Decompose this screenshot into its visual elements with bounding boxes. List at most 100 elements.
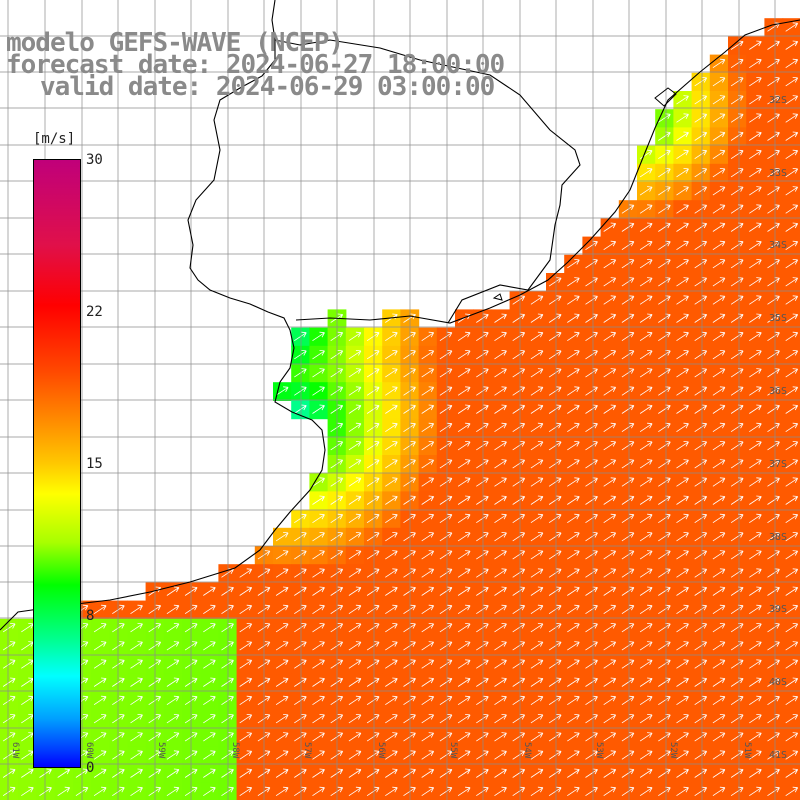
wind-speed-cell [418, 582, 438, 602]
wind-speed-cell [382, 400, 401, 420]
wind-speed-cell [746, 291, 765, 310]
wind-speed-cell [764, 345, 784, 365]
wind-arrow [166, 604, 180, 615]
wind-speed-cell [364, 709, 383, 729]
wind-arrow [239, 677, 253, 687]
wind-speed-cell [709, 709, 729, 729]
wind-speed-cell [673, 236, 693, 256]
wind-speed-cell [473, 673, 492, 693]
wind-speed-cell [655, 418, 674, 438]
wind-arrow [294, 768, 307, 778]
wind-speed-cell [582, 600, 602, 620]
wind-arrow [512, 641, 526, 651]
wind-arrow [366, 641, 380, 651]
wind-speed-cell [491, 728, 511, 747]
wind-arrow [130, 641, 143, 651]
wind-speed-cell [509, 691, 529, 711]
wind-speed-cell [691, 436, 711, 456]
wind-speed-cell [637, 491, 656, 511]
wind-arrow [785, 95, 799, 105]
wind-arrow [749, 604, 762, 615]
wind-speed-cell [637, 200, 656, 219]
wind-speed-cell [582, 382, 602, 401]
wind-arrow [694, 295, 708, 305]
wind-speed-cell [527, 491, 547, 511]
wind-arrow [621, 386, 635, 396]
wind-arrow [476, 550, 489, 560]
wind-speed-cell [655, 291, 674, 310]
wind-speed-cell [509, 309, 529, 329]
wind-speed-cell [127, 728, 147, 747]
wind-arrow [512, 677, 526, 687]
wind-speed-cell [364, 527, 383, 547]
wind-speed-cell [618, 364, 638, 383]
wind-arrow [621, 368, 635, 378]
wind-speed-cell [273, 746, 292, 765]
wind-arrow [749, 186, 762, 196]
wind-speed-cell [764, 327, 784, 347]
wind-arrow [530, 422, 544, 433]
valid-date: valid date: 2024-06-29 03:00:00 [40, 72, 495, 102]
wind-speed-cell [436, 582, 456, 602]
wind-arrow [530, 331, 544, 342]
colorbar-tick-label: 22 [86, 304, 103, 320]
wind-speed-cell [382, 709, 401, 729]
wind-arrow [621, 240, 635, 251]
wind-speed-cell [509, 382, 529, 401]
wind-speed-cell [582, 473, 602, 492]
wind-arrow [694, 240, 708, 251]
wind-speed-cell [527, 509, 547, 529]
wind-arrow [476, 532, 489, 542]
wind-speed-cell [309, 728, 329, 747]
wind-speed-cell [655, 345, 674, 365]
wind-speed-cell [418, 418, 438, 438]
wind-speed-cell [382, 327, 401, 347]
wind-speed-cell [564, 618, 583, 638]
wind-speed-cell [728, 764, 747, 784]
wind-speed-cell [527, 764, 547, 784]
wind-arrow [567, 623, 580, 633]
wind-speed-cell [455, 564, 474, 583]
wind-arrow [239, 732, 253, 742]
wind-arrow [694, 532, 708, 542]
wind-speed-cell [637, 673, 656, 693]
wind-arrow [494, 623, 507, 633]
wind-arrow [457, 586, 471, 596]
wind-speed-cell [91, 673, 110, 693]
wind-arrow [457, 568, 471, 578]
wind-speed-cell [655, 400, 674, 420]
wind-arrow [476, 604, 489, 615]
longitude-label: 54W [522, 742, 532, 759]
wind-arrow [166, 786, 180, 797]
wind-arrow [785, 386, 799, 396]
wind-arrow [694, 550, 708, 560]
longitude-label: 58W [230, 742, 240, 759]
wind-speed-cell [309, 382, 329, 401]
wind-arrow [749, 204, 762, 214]
wind-speed-cell [491, 345, 511, 365]
wind-arrow [385, 750, 398, 760]
wind-speed-cell [491, 655, 511, 674]
wind-arrow [239, 768, 253, 778]
wind-speed-cell [691, 345, 711, 365]
wind-speed-cell [709, 655, 729, 674]
wind-speed-cell [163, 582, 183, 602]
wind-speed-cell [655, 254, 674, 274]
wind-speed-cell [491, 546, 511, 565]
wind-speed-cell [728, 36, 747, 56]
wind-speed-cell [600, 309, 620, 329]
wind-arrow [749, 368, 762, 378]
wind-arrow [275, 568, 289, 578]
wind-arrow [712, 422, 726, 433]
wind-speed-cell [473, 637, 492, 656]
wind-arrow [366, 331, 380, 342]
wind-speed-cell [564, 546, 583, 565]
wind-arrow [749, 532, 762, 542]
wind-arrow [749, 313, 762, 323]
wind-speed-cell [600, 655, 620, 674]
wind-speed-cell [691, 691, 711, 711]
wind-speed-cell [0, 764, 19, 784]
wind-arrow [239, 586, 253, 596]
wind-speed-cell [600, 382, 620, 401]
wind-arrow [294, 368, 307, 378]
